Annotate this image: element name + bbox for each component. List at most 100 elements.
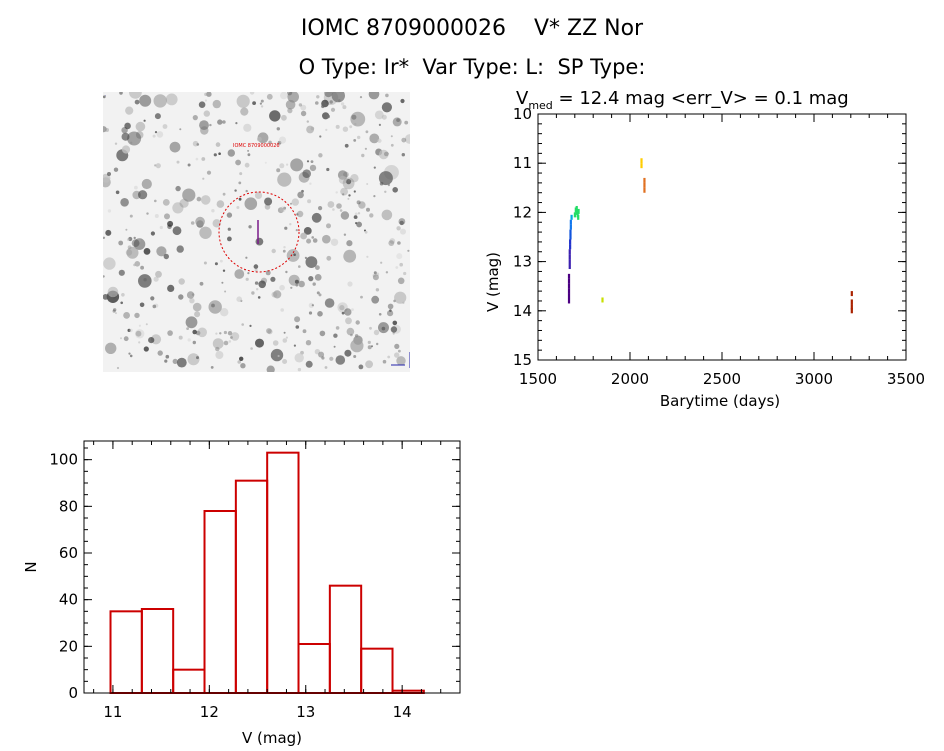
star [268, 140, 272, 145]
star [338, 175, 347, 184]
star [357, 212, 361, 215]
star [212, 99, 221, 109]
star [159, 225, 163, 230]
star [114, 142, 118, 145]
star [113, 167, 119, 172]
star [347, 179, 350, 182]
star [152, 134, 156, 138]
star [351, 308, 354, 311]
star [340, 102, 345, 106]
star [297, 191, 304, 199]
star [290, 202, 292, 205]
light-curve-point [640, 158, 643, 164]
star [204, 99, 207, 102]
star [379, 181, 384, 186]
star [235, 159, 242, 166]
star [126, 238, 130, 241]
x-tick-label: 3500 [887, 370, 925, 388]
star [326, 223, 331, 229]
star [344, 349, 352, 357]
star [339, 209, 343, 212]
star [335, 191, 338, 194]
star [192, 140, 199, 147]
star [162, 199, 170, 206]
histogram-ylabel: N [22, 561, 40, 572]
light-curve-title: Vmed = 12.4 mag <err_V> = 0.1 mag [516, 88, 849, 112]
star [400, 98, 405, 104]
star [270, 348, 284, 362]
star [266, 328, 272, 334]
star [245, 277, 249, 281]
object-type-line: O Type: Ir* Var Type: L: SP Type: [298, 55, 646, 79]
star [187, 353, 200, 366]
star [102, 275, 105, 278]
light-curve-point [640, 163, 643, 169]
star [360, 295, 363, 299]
star [133, 263, 136, 267]
star [134, 312, 140, 319]
star [210, 366, 214, 369]
star [206, 170, 212, 175]
star [300, 110, 307, 117]
star [307, 199, 312, 204]
star [200, 195, 211, 205]
light-curve-point [577, 208, 580, 214]
star [260, 105, 264, 108]
star [199, 226, 212, 239]
star [286, 163, 289, 166]
star [327, 201, 335, 208]
star [311, 236, 314, 239]
star [394, 343, 400, 349]
star [345, 317, 352, 325]
star [143, 119, 146, 122]
star [394, 352, 400, 358]
star [319, 330, 326, 337]
histogram-bar [266, 451, 300, 694]
star [264, 197, 273, 206]
star [179, 198, 189, 208]
star [381, 102, 392, 113]
star [333, 333, 338, 338]
star [257, 296, 261, 299]
star [113, 308, 117, 312]
histogram-bar [297, 643, 331, 694]
star [388, 240, 395, 247]
star [129, 354, 133, 358]
star [318, 293, 322, 297]
star [390, 135, 393, 138]
star [150, 231, 155, 236]
star [196, 356, 199, 360]
star [138, 341, 141, 344]
star [325, 128, 328, 131]
light-curve-chart: Vmed = 12.4 mag <err_V> = 0.1 mag 1500 20… [484, 88, 925, 410]
star [298, 280, 305, 288]
star [192, 115, 198, 121]
star [251, 291, 255, 295]
star [368, 88, 380, 100]
histogram-frame [83, 440, 461, 694]
star [276, 127, 280, 131]
star [283, 331, 286, 334]
star [349, 125, 353, 129]
star [138, 324, 141, 327]
light-curve-point [850, 304, 853, 310]
star [139, 94, 152, 107]
star [131, 239, 140, 248]
star [403, 271, 407, 276]
star [204, 92, 208, 96]
light-curve-point [850, 308, 853, 314]
star [404, 120, 409, 125]
star [128, 352, 131, 355]
star [401, 137, 407, 143]
x-tick-label: 14 [393, 703, 412, 721]
star [365, 130, 369, 134]
star [182, 188, 196, 202]
star [234, 269, 245, 279]
star [252, 101, 256, 105]
star [305, 340, 312, 346]
star [376, 342, 379, 346]
star [342, 105, 347, 110]
star [281, 114, 287, 121]
star [366, 183, 369, 185]
star [369, 326, 372, 330]
